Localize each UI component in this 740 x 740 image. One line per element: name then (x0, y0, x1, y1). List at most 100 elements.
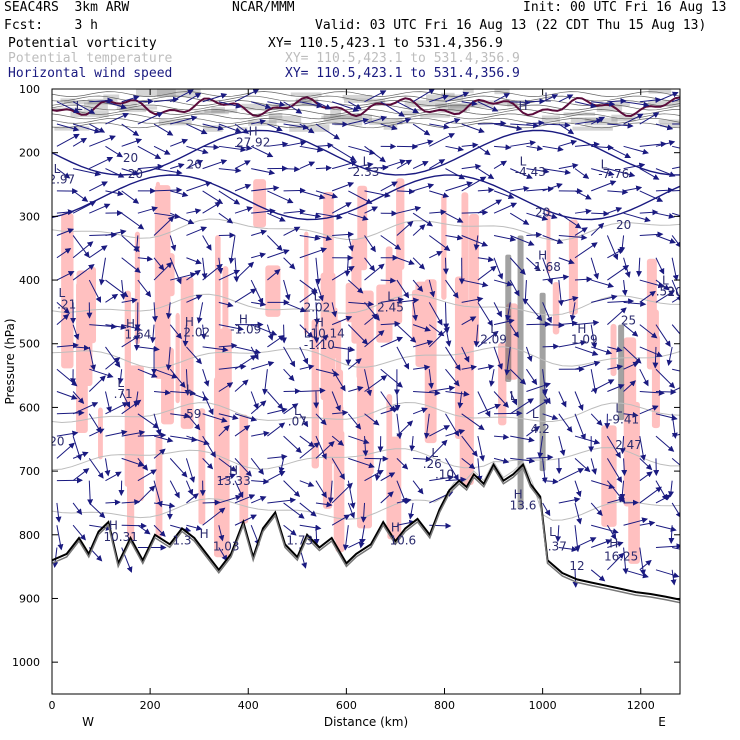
wind-vector (234, 379, 249, 392)
upper-contour-line (52, 100, 680, 106)
pv-shade-column (304, 231, 309, 335)
wind-vector (105, 499, 121, 506)
east-endpoint-label: E (658, 715, 666, 729)
pv-extrema-label: 2.02 (183, 326, 210, 340)
wind-vector (202, 413, 228, 423)
wind-vector (574, 101, 597, 109)
wind-vector (89, 97, 114, 104)
wind-vector (234, 160, 251, 170)
wind-vector (509, 398, 534, 415)
wind-vector (186, 160, 204, 170)
x-tick-label: 600 (336, 699, 357, 712)
wind-vector (461, 364, 478, 371)
wind-vector (639, 190, 664, 202)
wind-vector (380, 181, 398, 192)
wind-vector (331, 315, 353, 326)
wind-vector (218, 525, 225, 542)
wind-vector (72, 190, 89, 202)
wind-vector (360, 502, 367, 523)
wind-vector (283, 226, 301, 236)
wind-vector (170, 163, 185, 170)
wind-vector (639, 435, 647, 461)
wind-vector (380, 368, 403, 388)
wind-vector (117, 369, 124, 385)
wind-vector (558, 468, 585, 482)
pv-shade-column (552, 282, 560, 335)
wind-vector (348, 101, 362, 110)
wind-vector (299, 161, 316, 170)
wind-vector (72, 168, 102, 177)
wind-vector (655, 123, 674, 131)
stratosphere-shade (290, 92, 322, 97)
pv-extrema-label: H (609, 537, 618, 551)
stratosphere-shade (342, 94, 372, 100)
wind-vector (445, 346, 461, 371)
wind-vector (348, 300, 375, 307)
wind-vector (170, 89, 194, 103)
wind-vector (429, 190, 450, 199)
wind-vector (234, 458, 252, 477)
wind-vector (267, 101, 286, 108)
wind-vector (445, 181, 473, 192)
wind-vector (623, 517, 649, 526)
wind-vector (88, 502, 106, 519)
wind-vector (72, 101, 96, 114)
wind-vector (590, 379, 615, 392)
wind-vector (364, 313, 379, 326)
wind-vector (121, 499, 141, 506)
wind-vector (137, 524, 151, 535)
wind-vector (332, 160, 358, 170)
wind-vector (104, 458, 111, 477)
y-tick-label: 900 (19, 592, 40, 605)
wind-vector (331, 101, 360, 112)
wind-vector (412, 224, 426, 236)
wind-vector (202, 346, 229, 353)
pv-extrema-label: 1.3 (172, 533, 191, 547)
wind-vector (299, 145, 324, 153)
wind-vector (526, 257, 541, 271)
wind-vector (558, 413, 573, 433)
wind-vector (542, 391, 551, 405)
wind-vector (218, 413, 239, 421)
wind-vector (655, 388, 677, 395)
wind-vector (590, 257, 599, 280)
pv-shade-column (311, 318, 319, 469)
wind-vector (445, 168, 466, 180)
wind-vector (202, 263, 223, 281)
wind-vector (655, 140, 676, 147)
terrain (52, 462, 680, 604)
wind-vector (510, 235, 535, 246)
wind-vector (607, 168, 636, 178)
wind-vector (591, 539, 613, 548)
isotach-label: 20 (123, 151, 138, 165)
wind-vector (52, 547, 59, 568)
x-tick-label: 1000 (529, 699, 557, 712)
wind-vector (105, 402, 129, 415)
wind-vector (671, 98, 680, 103)
wind-vector (526, 212, 549, 221)
wind-vector (412, 407, 428, 415)
wind-vector (56, 391, 78, 400)
wind-vector (251, 229, 268, 236)
wind-vector (342, 525, 349, 551)
wind-vector (315, 413, 327, 426)
wind-vector (234, 144, 253, 151)
wind-vector (461, 209, 489, 216)
wind-vector (623, 324, 639, 337)
wind-vector (331, 458, 345, 480)
wind-vector (412, 123, 431, 136)
wind-vector (606, 458, 623, 483)
wind-vector (380, 235, 402, 250)
wind-vector (590, 222, 605, 236)
wind-vector (89, 323, 118, 330)
stratosphere-shade (135, 89, 176, 97)
wind-vector (412, 257, 426, 270)
wind-vector (299, 364, 315, 371)
wind-vector (461, 163, 482, 170)
wind-vector (444, 324, 452, 347)
pv-shade-column (462, 213, 469, 364)
wind-vector (380, 297, 405, 303)
wind-vector (327, 480, 334, 504)
wind-vector (56, 442, 75, 459)
